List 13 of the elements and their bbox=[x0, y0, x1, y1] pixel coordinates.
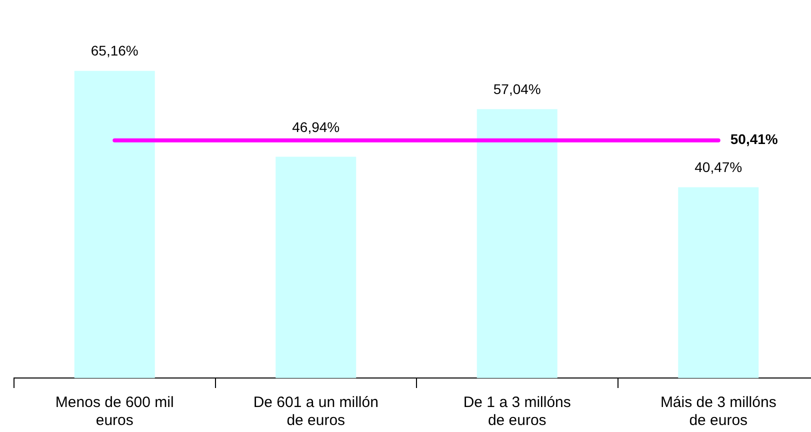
x-tick-label: Menos de 600 mil euros bbox=[55, 394, 174, 430]
data-label: 40,47% bbox=[694, 159, 742, 176]
ref-line-label: 50,41% bbox=[730, 131, 778, 148]
x-tick-label: De 601 a un millón de euros bbox=[253, 394, 378, 430]
bar bbox=[678, 187, 759, 378]
data-label: 57,04% bbox=[493, 80, 541, 97]
x-tick-label: De 1 a 3 millóns de euros bbox=[463, 394, 571, 430]
data-label: 65,16% bbox=[90, 42, 138, 59]
bar bbox=[74, 70, 155, 378]
data-label: 46,94% bbox=[292, 119, 340, 136]
bar bbox=[476, 109, 558, 378]
x-tick-label: Máis de 3 millóns de euros bbox=[660, 394, 776, 430]
bar bbox=[276, 156, 356, 378]
